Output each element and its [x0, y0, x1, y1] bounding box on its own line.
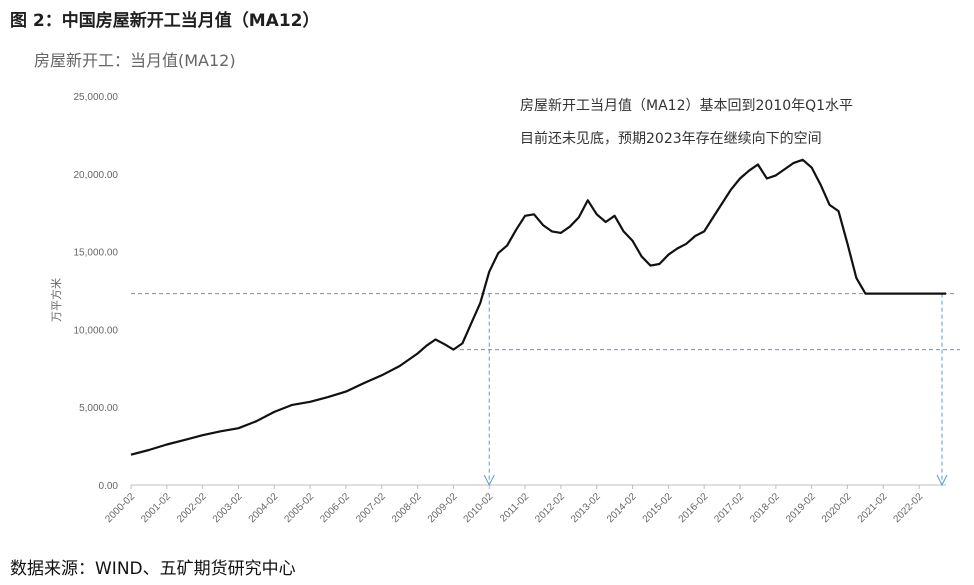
x-tick-label: 2010-02: [462, 491, 496, 525]
x-tick-label: 2000-02: [103, 491, 137, 525]
x-tick-label: 2017-02: [712, 491, 746, 525]
source-note: 数据来源：WIND、五矿期货研究中心: [10, 559, 296, 579]
x-tick-label: 2015-02: [641, 491, 675, 525]
x-tick-label: 2006-02: [318, 491, 352, 525]
x-tick-label: 2011-02: [498, 491, 532, 525]
y-tick-label: 15,000.00: [74, 248, 119, 259]
y-axis-ticks: 0.00 5,000.00 10,000.00 15,000.00 20,000.00 2…: [74, 92, 119, 492]
x-tick-label: 2014-02: [605, 491, 639, 525]
x-tick-label: 2013-02: [569, 491, 603, 525]
series-line: [130, 158, 946, 456]
arrow-current-head: [936, 474, 948, 487]
x-axis-ticks: 2000-02 2001-02 2002-02 2003-02 2004-02 2005-…: [103, 485, 926, 525]
chart-title: 房屋新开工：当月值(MA12): [34, 51, 236, 70]
x-tick-label: 2019-02: [784, 491, 818, 525]
y-tick-label: 10,000.00: [74, 325, 119, 336]
x-tick-label: 2001-02: [139, 491, 173, 525]
x-tick-label: 2003-02: [211, 491, 245, 525]
y-tick-label: 25,000.00: [74, 92, 119, 103]
annotation-1: 房屋新开工当月值（MA12）基本回到2010年Q1水平: [520, 97, 853, 114]
x-tick-label: 2016-02: [677, 491, 711, 525]
x-tick-label: 2018-02: [748, 491, 782, 525]
annotation-2: 目前还未见底，预期2023年存在继续向下的空间: [520, 130, 822, 147]
y-axis-label: 万平方米: [49, 278, 63, 322]
x-tick-label: 2004-02: [247, 491, 281, 525]
x-tick-label: 2021-02: [856, 491, 890, 525]
x-tick-label: 2007-02: [354, 491, 388, 525]
x-tick-label: 2005-02: [283, 491, 317, 525]
reference-lines: [131, 293, 960, 487]
y-tick-label: 0.00: [99, 481, 119, 492]
figure-title: 图 2：中国房屋新开工当月值（MA12）: [10, 11, 320, 31]
arrow-2010-head: [483, 474, 495, 487]
x-tick-label: 2002-02: [175, 491, 209, 525]
x-tick-label: 2020-02: [820, 491, 854, 525]
x-tick-label: 2008-02: [390, 491, 424, 525]
x-tick-label: 2022-02: [892, 491, 926, 525]
x-tick-label: 2012-02: [533, 491, 567, 525]
y-tick-label: 20,000.00: [74, 170, 119, 181]
x-tick-label: 2009-02: [426, 491, 460, 525]
y-tick-label: 5,000.00: [79, 403, 118, 414]
